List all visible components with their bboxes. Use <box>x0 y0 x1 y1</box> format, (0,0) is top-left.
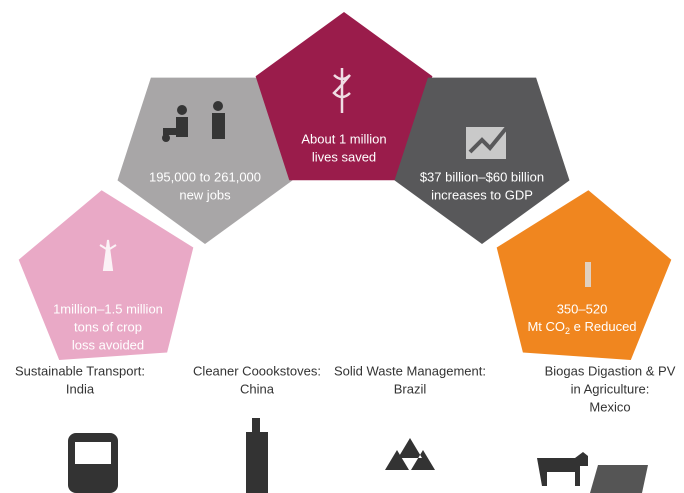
panel-text: loss avoided <box>72 337 144 352</box>
chimney-icon <box>585 262 591 287</box>
unit-text: Mt CO <box>527 319 565 334</box>
pentagon <box>394 77 570 244</box>
panel-text: Mt CO2 e Reduced <box>527 319 636 336</box>
sector-label: India <box>66 381 95 396</box>
pentagon <box>18 190 194 360</box>
caduceus-icon <box>332 68 351 113</box>
solar-panel-icon <box>590 465 648 493</box>
panel-text: increases to GDP <box>431 187 533 202</box>
sector-icons <box>68 418 648 493</box>
panel-text: 195,000 to 261,000 <box>149 169 261 184</box>
sector-label: in Agriculture: <box>571 381 650 396</box>
workers-icon <box>162 101 225 142</box>
labels: 1million–1.5 million tons of crop loss avo… <box>15 131 676 414</box>
panel-text: tons of crop <box>74 319 142 334</box>
panel-text: lives saved <box>312 149 376 164</box>
sector-label: China <box>240 381 275 396</box>
unit-subscript: 2 <box>565 326 570 336</box>
panel-text: new jobs <box>179 187 231 202</box>
sector-label: Brazil <box>394 381 427 396</box>
cow-icon <box>537 452 588 486</box>
pentagons <box>18 12 672 360</box>
sector-label: Mexico <box>589 399 630 414</box>
panel-text: About 1 million <box>301 131 386 146</box>
pentagon <box>117 77 293 244</box>
crop-icon <box>99 239 117 271</box>
bus-window <box>75 442 111 464</box>
chart-icon <box>466 124 510 159</box>
panel-text: 350–520 <box>557 301 608 316</box>
pentagon <box>496 190 672 360</box>
sector-label: Solid Waste Management: <box>334 363 486 378</box>
panel-text: $37 billion–$60 billion <box>420 169 544 184</box>
panel-icons <box>99 68 591 287</box>
panel-text: 1million–1.5 million <box>53 301 163 316</box>
sector-label: Cleaner Coookstoves: <box>193 363 321 378</box>
recycle-icon <box>385 438 435 470</box>
stove-icon <box>246 432 268 493</box>
unit-text: e Reduced <box>570 319 637 334</box>
stove-pipe <box>252 418 260 433</box>
sector-label: Biogas Digastion & PV <box>545 363 676 378</box>
sector-label: Sustainable Transport: <box>15 363 145 378</box>
